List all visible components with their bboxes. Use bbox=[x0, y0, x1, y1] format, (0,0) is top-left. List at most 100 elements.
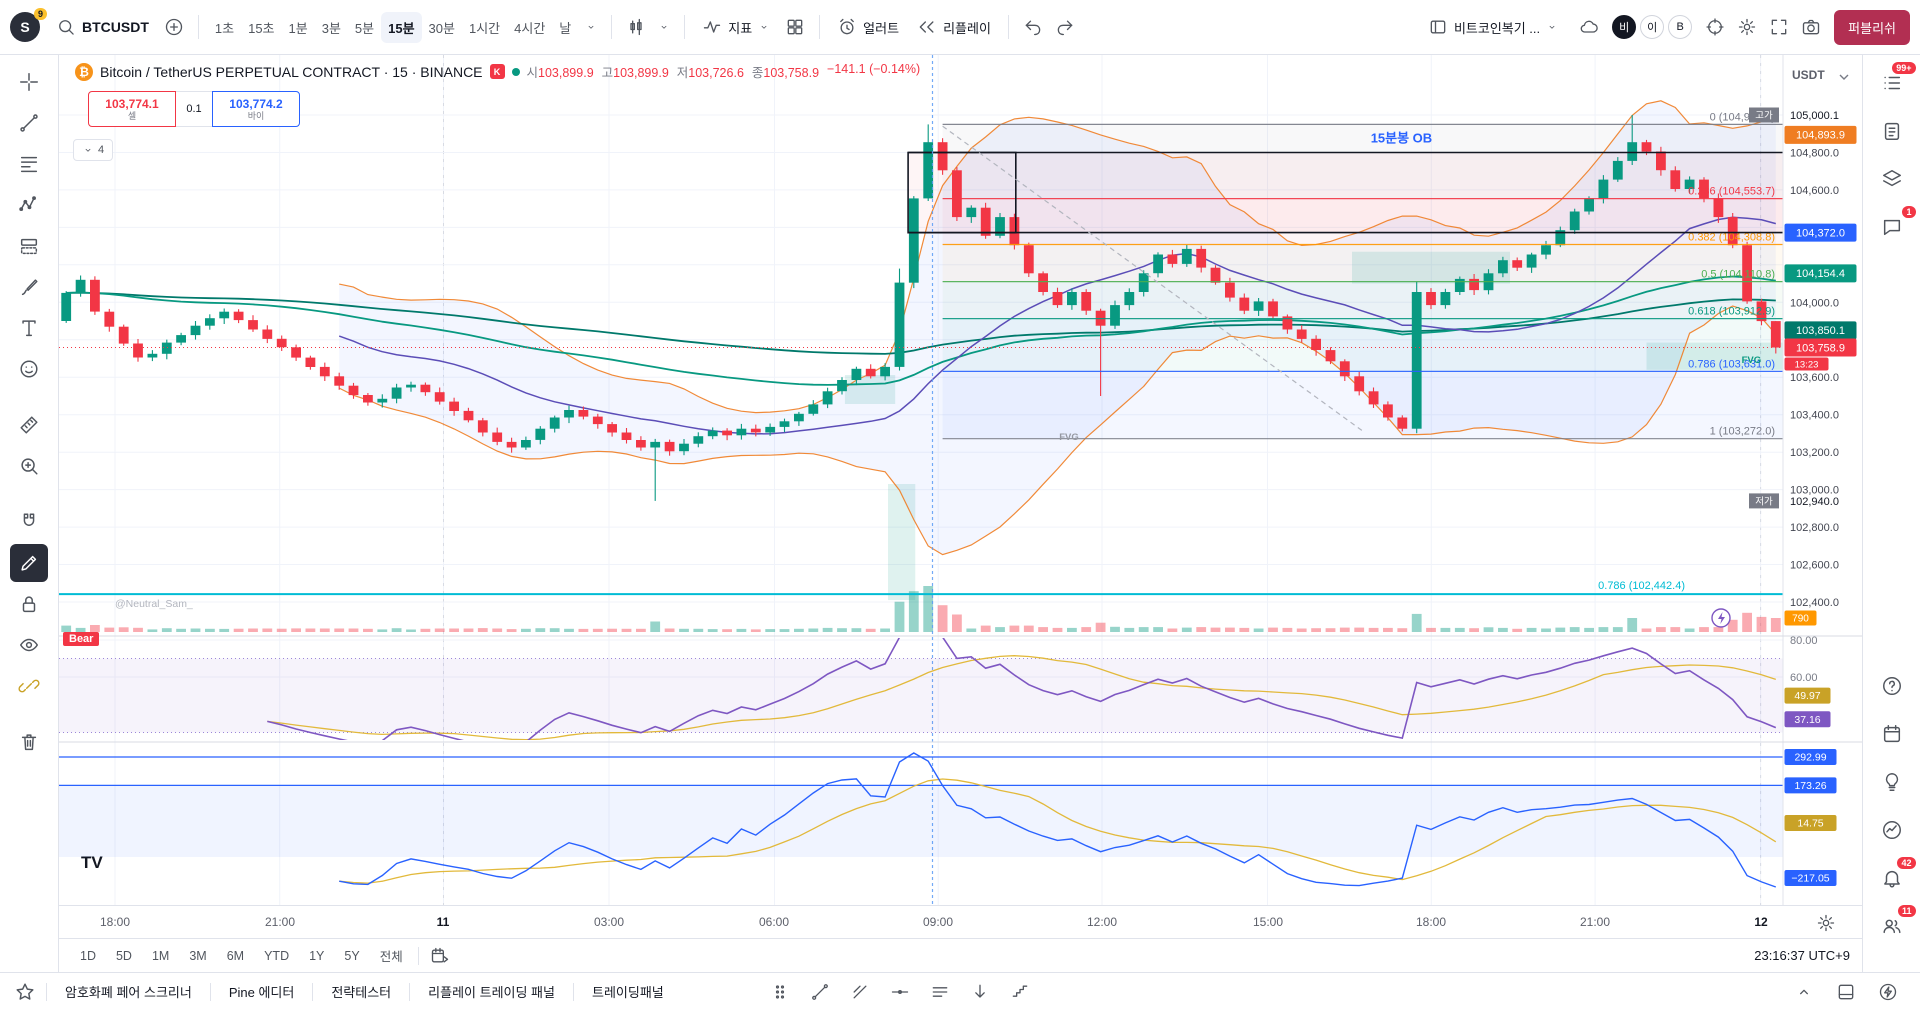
symbol-search-button[interactable]: BTCUSDT bbox=[48, 11, 157, 43]
sidebar-alerts[interactable] bbox=[1874, 113, 1910, 149]
undo-button[interactable] bbox=[1018, 12, 1048, 42]
tool-hide-drawings[interactable] bbox=[10, 626, 48, 664]
timeframe-1초[interactable]: 1초 bbox=[208, 12, 241, 43]
sidebar-community[interactable]: 11 bbox=[1874, 905, 1916, 944]
chevron-down-icon bbox=[658, 21, 670, 33]
layout-panel-button[interactable] bbox=[1834, 980, 1858, 1004]
timeframe-1분[interactable]: 1분 bbox=[282, 12, 315, 43]
buy-button[interactable]: 103,774.2 바이 bbox=[212, 91, 300, 127]
user-avatar[interactable]: S 9 bbox=[10, 8, 47, 42]
chart-area[interactable]: 0 (104,949.7) 0.236 (104,553.7) 0.382 (104… bbox=[59, 55, 1862, 905]
footer-tool-stack[interactable] bbox=[928, 980, 952, 1004]
sidebar-ideas[interactable] bbox=[1874, 764, 1910, 800]
range-1M[interactable]: 1M bbox=[143, 944, 178, 968]
tool-brush[interactable] bbox=[10, 268, 48, 306]
timeframe-dropdown-button[interactable] bbox=[580, 16, 602, 38]
replay-icon bbox=[917, 17, 937, 37]
volume-layer bbox=[61, 586, 1781, 632]
clock[interactable]: 23:16:37 UTC+9 bbox=[1754, 948, 1850, 963]
publish-button[interactable]: 퍼블리쉬 bbox=[1834, 9, 1910, 45]
tool-long-position[interactable] bbox=[10, 227, 48, 265]
timeframe-3분[interactable]: 3분 bbox=[315, 12, 348, 43]
footer-tool-steps[interactable] bbox=[1008, 980, 1032, 1004]
timeframe-1시간[interactable]: 1시간 bbox=[462, 12, 507, 43]
favorites-star-button[interactable] bbox=[10, 977, 40, 1007]
chart-canvas[interactable]: 0 (104,949.7) 0.236 (104,553.7) 0.382 (104… bbox=[59, 55, 1862, 905]
quick-menu-button[interactable] bbox=[1876, 980, 1900, 1004]
goto-date-button[interactable] bbox=[425, 941, 455, 971]
sidebar-calendar[interactable] bbox=[1874, 716, 1910, 752]
symbol-add-button[interactable] bbox=[159, 12, 189, 42]
collaborator-chip-1[interactable]: 이 bbox=[1640, 15, 1665, 39]
range-5D[interactable]: 5D bbox=[107, 944, 141, 968]
tool-magnet[interactable] bbox=[10, 503, 48, 541]
object-tree-toggle[interactable]: 4 bbox=[73, 139, 114, 161]
tool-zoom-in[interactable] bbox=[10, 447, 48, 485]
chart-style-dropdown-button[interactable] bbox=[653, 16, 675, 38]
timeframe-5분[interactable]: 5분 bbox=[348, 12, 381, 43]
star-icon bbox=[14, 981, 36, 1003]
range-5Y[interactable]: 5Y bbox=[335, 944, 368, 968]
snapshot-button[interactable] bbox=[1796, 12, 1826, 42]
price-scale[interactable]: USDT 104,800.0 104,600.0 104,000.0 103,600.0… bbox=[59, 55, 1862, 905]
sell-button[interactable]: 103,774.1 셀 bbox=[88, 91, 176, 127]
replay-button[interactable]: 리플레이 bbox=[909, 11, 999, 43]
footer-tab-2[interactable]: 전략테스터 bbox=[319, 974, 403, 1009]
alert-button[interactable]: 얼러트 bbox=[829, 11, 907, 43]
sidebar-market-overview[interactable] bbox=[1874, 812, 1910, 848]
collaborator-chip-2[interactable]: B bbox=[1668, 15, 1693, 39]
footer-tab-3[interactable]: 리플레이 트레이딩 패널 bbox=[416, 974, 567, 1009]
tool-emoji[interactable] bbox=[10, 350, 48, 388]
footer-tab-4[interactable]: 트레이딩패널 bbox=[580, 974, 676, 1009]
footer-tool-arrowdown[interactable] bbox=[968, 980, 992, 1004]
layout-select-button[interactable]: 비트코인복기 ... bbox=[1420, 11, 1566, 43]
time-axis[interactable]: 18:00 21:00 11 03:00 06:00 09:00 12:00 15:00 18:… bbox=[59, 905, 1862, 938]
quick-search-button[interactable] bbox=[1700, 12, 1730, 42]
tool-xabcd-pattern[interactable] bbox=[10, 186, 48, 224]
timeframe-30분[interactable]: 30분 bbox=[422, 12, 462, 43]
axis-settings-button[interactable] bbox=[1816, 913, 1836, 933]
tool-crosshair[interactable] bbox=[10, 63, 48, 101]
collapse-panel-button[interactable] bbox=[1792, 980, 1816, 1004]
range-3M[interactable]: 3M bbox=[180, 944, 215, 968]
footer-tab-0[interactable]: 암호화폐 페어 스크리너 bbox=[53, 974, 204, 1009]
sidebar-notifications[interactable]: 42 bbox=[1874, 857, 1916, 896]
settings-button[interactable] bbox=[1732, 12, 1762, 42]
cloud-save-button[interactable] bbox=[1574, 12, 1604, 42]
tool-lock-drawings[interactable] bbox=[10, 585, 48, 623]
range-전체[interactable]: 전체 bbox=[371, 941, 412, 970]
layout-grid-button[interactable] bbox=[780, 12, 810, 42]
symbol-title[interactable]: Bitcoin / TetherUS PERPETUAL CONTRACT · … bbox=[100, 63, 483, 80]
collaborator-chip-0[interactable]: 비 bbox=[1612, 15, 1637, 39]
tool-fib-retracement[interactable] bbox=[10, 145, 48, 183]
timeframe-날[interactable]: 날 bbox=[552, 12, 578, 43]
timeframe-15분[interactable]: 15분 bbox=[381, 11, 422, 43]
tool-trend-line[interactable] bbox=[10, 104, 48, 142]
chart-style-button[interactable] bbox=[621, 12, 651, 42]
sidebar-help[interactable] bbox=[1874, 668, 1910, 704]
timeframe-4시간[interactable]: 4시간 bbox=[507, 12, 552, 43]
ob-level-badge: 104,372.0 bbox=[1784, 223, 1857, 242]
tool-text[interactable] bbox=[10, 309, 48, 347]
sidebar-hotlists[interactable] bbox=[1874, 161, 1910, 197]
tool-remove-drawings[interactable] bbox=[10, 723, 48, 761]
sidebar-watchlist[interactable]: 99+ bbox=[1874, 62, 1916, 101]
footer-tool-trendline[interactable] bbox=[808, 980, 832, 1004]
timeframe-15초[interactable]: 15초 bbox=[241, 12, 281, 43]
tool-sync-drawings[interactable] bbox=[10, 667, 48, 705]
tool-drawing-mode[interactable] bbox=[10, 544, 48, 582]
sidebar-chat[interactable]: 1 bbox=[1874, 206, 1916, 245]
range-YTD[interactable]: YTD bbox=[255, 944, 298, 968]
redo-button[interactable] bbox=[1050, 12, 1080, 42]
footer-tab-1[interactable]: Pine 에디터 bbox=[217, 974, 307, 1009]
footer-tool-drag[interactable] bbox=[768, 980, 792, 1004]
range-1Y[interactable]: 1Y bbox=[300, 944, 333, 968]
indicators-button[interactable]: 지표 bbox=[694, 11, 778, 43]
range-1D[interactable]: 1D bbox=[71, 944, 105, 968]
footer-tool-lines[interactable] bbox=[848, 980, 872, 1004]
fullscreen-button[interactable] bbox=[1764, 12, 1794, 42]
range-6M[interactable]: 6M bbox=[218, 944, 253, 968]
footer-tool-hline[interactable] bbox=[888, 980, 912, 1004]
quantity-field[interactable]: 0.1 bbox=[176, 91, 212, 127]
tool-measure[interactable] bbox=[10, 406, 48, 444]
